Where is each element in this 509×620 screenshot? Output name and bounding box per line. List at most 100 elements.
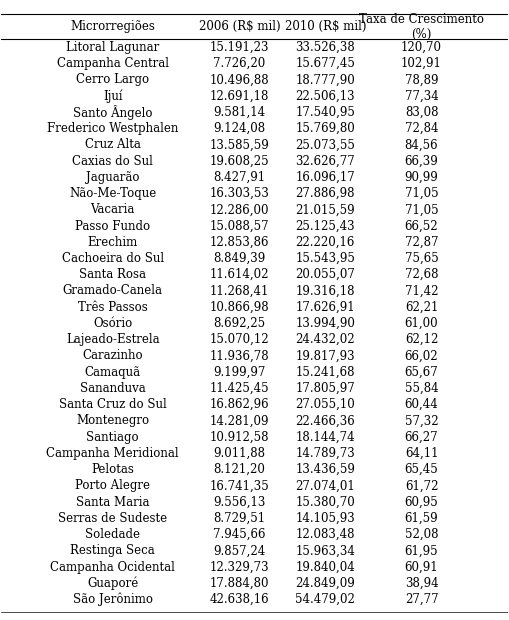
Text: 60,95: 60,95 [405, 495, 438, 508]
Text: 54.479,02: 54.479,02 [295, 593, 355, 606]
Text: Cruz Alta: Cruz Alta [85, 138, 140, 151]
Text: 14.281,09: 14.281,09 [210, 414, 269, 427]
Text: Vacaria: Vacaria [91, 203, 135, 216]
Text: 11.936,78: 11.936,78 [210, 350, 269, 363]
Text: 19.817,93: 19.817,93 [296, 350, 355, 363]
Text: 19.608,25: 19.608,25 [210, 154, 269, 167]
Text: São Jerônimo: São Jerônimo [73, 593, 153, 606]
Text: 66,02: 66,02 [405, 350, 438, 363]
Text: 90,99: 90,99 [405, 171, 438, 184]
Text: Caxias do Sul: Caxias do Sul [72, 154, 153, 167]
Text: 8.121,20: 8.121,20 [213, 463, 265, 476]
Text: 15.543,95: 15.543,95 [295, 252, 355, 265]
Text: Santiago: Santiago [87, 431, 139, 444]
Text: 24.432,02: 24.432,02 [296, 333, 355, 346]
Text: 77,34: 77,34 [405, 90, 438, 103]
Text: 20.055,07: 20.055,07 [295, 268, 355, 281]
Text: 8.427,91: 8.427,91 [213, 171, 265, 184]
Text: 120,70: 120,70 [401, 41, 442, 54]
Text: 38,94: 38,94 [405, 577, 438, 590]
Text: 13.994,90: 13.994,90 [295, 317, 355, 330]
Text: Taxa de Crescimento
(%): Taxa de Crescimento (%) [359, 12, 484, 40]
Text: 2010 (R$ mil): 2010 (R$ mil) [285, 20, 366, 33]
Text: 9.199,97: 9.199,97 [213, 366, 266, 379]
Text: Campanha Ocidental: Campanha Ocidental [50, 560, 175, 574]
Text: 71,05: 71,05 [405, 203, 438, 216]
Text: 19.316,18: 19.316,18 [296, 285, 355, 298]
Text: 12.691,18: 12.691,18 [210, 90, 269, 103]
Text: Camaquã: Camaquã [84, 366, 141, 379]
Text: 14.789,73: 14.789,73 [296, 447, 355, 460]
Text: 12.853,86: 12.853,86 [210, 236, 269, 249]
Text: 12.286,00: 12.286,00 [210, 203, 269, 216]
Text: 75,65: 75,65 [405, 252, 438, 265]
Text: 9.124,08: 9.124,08 [213, 122, 265, 135]
Text: Osório: Osório [93, 317, 132, 330]
Text: 17.884,80: 17.884,80 [210, 577, 269, 590]
Text: 72,68: 72,68 [405, 268, 438, 281]
Text: 10.866,98: 10.866,98 [210, 301, 269, 314]
Text: 15.769,80: 15.769,80 [296, 122, 355, 135]
Text: 71,42: 71,42 [405, 285, 438, 298]
Text: 7.945,66: 7.945,66 [213, 528, 266, 541]
Text: 61,00: 61,00 [405, 317, 438, 330]
Text: 25.073,55: 25.073,55 [295, 138, 355, 151]
Text: 13.436,59: 13.436,59 [295, 463, 355, 476]
Text: 15.241,68: 15.241,68 [296, 366, 355, 379]
Text: Microrregiões: Microrregiões [70, 20, 155, 33]
Text: 27.055,10: 27.055,10 [296, 398, 355, 411]
Text: 27.886,98: 27.886,98 [296, 187, 355, 200]
Text: Santo Ângelo: Santo Ângelo [73, 105, 153, 120]
Text: Restinga Seca: Restinga Seca [70, 544, 155, 557]
Text: Santa Cruz do Sul: Santa Cruz do Sul [59, 398, 166, 411]
Text: 17.626,91: 17.626,91 [296, 301, 355, 314]
Text: 102,91: 102,91 [401, 57, 442, 70]
Text: 15.963,34: 15.963,34 [295, 544, 355, 557]
Text: Gramado-Canela: Gramado-Canela [63, 285, 163, 298]
Text: Pelotas: Pelotas [91, 463, 134, 476]
Text: 22.506,13: 22.506,13 [296, 90, 355, 103]
Text: 62,21: 62,21 [405, 301, 438, 314]
Text: 16.741,35: 16.741,35 [209, 479, 269, 492]
Text: 27.074,01: 27.074,01 [296, 479, 355, 492]
Text: Cachoeira do Sul: Cachoeira do Sul [62, 252, 164, 265]
Text: 24.849,09: 24.849,09 [296, 577, 355, 590]
Text: 15.191,23: 15.191,23 [210, 41, 269, 54]
Text: Montenegro: Montenegro [76, 414, 149, 427]
Text: 16.096,17: 16.096,17 [296, 171, 355, 184]
Text: 27,77: 27,77 [405, 593, 438, 606]
Text: 17.805,97: 17.805,97 [296, 382, 355, 395]
Text: 9.556,13: 9.556,13 [213, 495, 266, 508]
Text: Sananduva: Sananduva [80, 382, 146, 395]
Text: 8.729,51: 8.729,51 [213, 512, 265, 525]
Text: Campanha Meridional: Campanha Meridional [46, 447, 179, 460]
Text: 11.614,02: 11.614,02 [210, 268, 269, 281]
Text: 13.585,59: 13.585,59 [209, 138, 269, 151]
Text: 61,59: 61,59 [405, 512, 438, 525]
Text: Campanha Central: Campanha Central [57, 57, 169, 70]
Text: 10.912,58: 10.912,58 [210, 431, 269, 444]
Text: 9.581,14: 9.581,14 [213, 106, 265, 119]
Text: 9.011,88: 9.011,88 [213, 447, 265, 460]
Text: 8.849,39: 8.849,39 [213, 252, 265, 265]
Text: 19.840,04: 19.840,04 [296, 560, 355, 574]
Text: Frederico Westphalen: Frederico Westphalen [47, 122, 179, 135]
Text: 71,05: 71,05 [405, 187, 438, 200]
Text: 11.268,41: 11.268,41 [210, 285, 269, 298]
Text: 15.677,45: 15.677,45 [295, 57, 355, 70]
Text: Soledade: Soledade [86, 528, 140, 541]
Text: 52,08: 52,08 [405, 528, 438, 541]
Text: Ijuí: Ijuí [103, 89, 123, 103]
Text: Porto Alegre: Porto Alegre [75, 479, 150, 492]
Text: Passo Fundo: Passo Fundo [75, 219, 150, 232]
Text: 83,08: 83,08 [405, 106, 438, 119]
Text: Lajeado-Estrela: Lajeado-Estrela [66, 333, 159, 346]
Text: 72,84: 72,84 [405, 122, 438, 135]
Text: 16.303,53: 16.303,53 [209, 187, 269, 200]
Text: Não-Me-Toque: Não-Me-Toque [69, 187, 156, 200]
Text: Serras de Sudeste: Serras de Sudeste [58, 512, 167, 525]
Text: 60,44: 60,44 [405, 398, 438, 411]
Text: 8.692,25: 8.692,25 [213, 317, 265, 330]
Text: 55,84: 55,84 [405, 382, 438, 395]
Text: 15.070,12: 15.070,12 [210, 333, 269, 346]
